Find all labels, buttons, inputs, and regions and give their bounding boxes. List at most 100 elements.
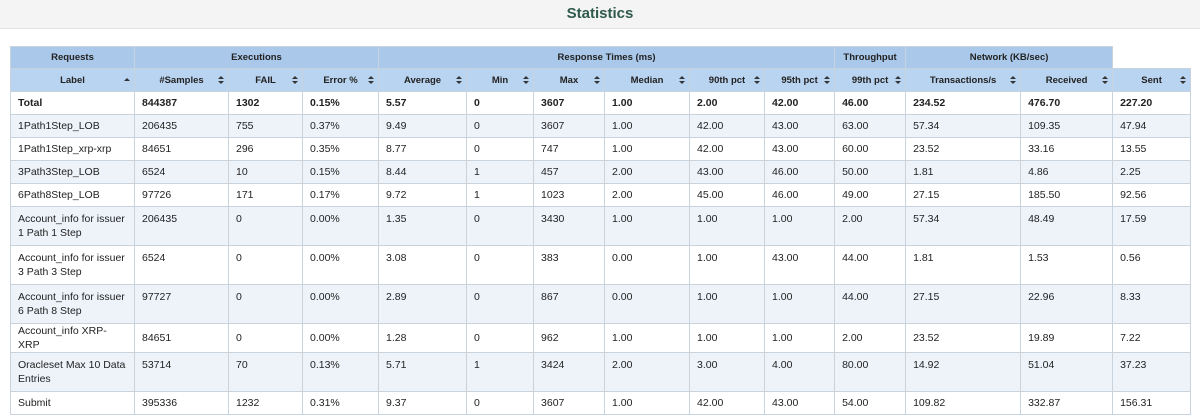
cell: 84651 [134, 137, 229, 161]
cell: 476.70 [1020, 91, 1114, 115]
column-header[interactable]: 99th pct [834, 68, 907, 92]
column-header[interactable]: Min [466, 68, 535, 92]
row-label: Submit [10, 391, 135, 415]
cell: 6524 [134, 245, 229, 285]
column-header[interactable]: Max [533, 68, 606, 92]
cell: 0.00% [301, 245, 380, 285]
cell: 0.00% [301, 206, 380, 246]
cell: 43.00 [764, 391, 836, 415]
group-header: Executions [133, 46, 380, 69]
cell: 457 [533, 160, 606, 184]
cell: 70 [228, 352, 303, 392]
cell: 1.00 [764, 323, 836, 353]
cell: 9.49 [378, 114, 468, 138]
cell: 2.00 [604, 183, 691, 207]
column-header[interactable]: 90th pct [689, 68, 766, 92]
cell: 57.34 [905, 114, 1022, 138]
cell: 1.00 [604, 91, 691, 115]
cell: 9.72 [378, 183, 468, 207]
cell: 42.00 [689, 114, 766, 138]
cell: 1023 [533, 183, 606, 207]
cell: 206435 [134, 114, 229, 138]
cell: 8.44 [378, 160, 468, 184]
total-row: Total 844387 1302 0.15% 5.57 0 3607 1.00 2.00 42.… [10, 91, 1192, 115]
cell: 17.59 [1112, 206, 1192, 246]
row-label: Account_info for issuer 1 Path 1 Step [10, 206, 135, 246]
column-header[interactable]: Transactions/s [905, 68, 1022, 92]
cell: 4.00 [764, 352, 836, 392]
cell: 1.00 [604, 391, 691, 415]
cell: 23.52 [905, 137, 1022, 161]
cell: 296 [228, 137, 303, 161]
cell: 45.00 [689, 183, 766, 207]
row-label: Oracleset Max 10 Data Entries [10, 352, 135, 392]
cell: 3.08 [378, 245, 468, 285]
cell: 1.00 [689, 284, 766, 324]
cell: 0 [228, 323, 303, 353]
cell: 171 [228, 183, 303, 207]
cell: 109.82 [905, 391, 1022, 415]
cell: 1.81 [905, 160, 1022, 184]
cell: 54.00 [834, 391, 907, 415]
cell: 0 [466, 245, 535, 285]
cell: 0.15% [301, 91, 380, 115]
data-row: 1Path1Step_xrp-xrp 84651 296 0.35% 8.77 0 747 1… [10, 137, 1192, 161]
column-header[interactable]: Average [378, 68, 468, 92]
cell: 1.00 [689, 245, 766, 285]
cell: 2.89 [378, 284, 468, 324]
row-label: Total [10, 91, 135, 115]
cell: 0.00% [301, 323, 380, 353]
cell: 1.81 [905, 245, 1022, 285]
data-row: 1Path1Step_LOB 206435 755 0.37% 9.49 0 3607 1.0… [10, 114, 1192, 138]
cell: 0 [466, 284, 535, 324]
cell: 0 [466, 137, 535, 161]
column-header[interactable]: Sent [1112, 68, 1192, 92]
data-row: Oracleset Max 10 Data Entries 53714 70 0.13… [10, 352, 1192, 392]
cell: 1 [466, 183, 535, 207]
column-header[interactable]: Median [604, 68, 691, 92]
cell: 49.00 [834, 183, 907, 207]
cell: 0 [228, 284, 303, 324]
cell: 92.56 [1112, 183, 1192, 207]
cell: 234.52 [905, 91, 1022, 115]
column-header[interactable]: Error % [301, 68, 380, 92]
cell: 0 [466, 114, 535, 138]
cell: 33.16 [1020, 137, 1114, 161]
cell: 46.00 [764, 160, 836, 184]
cell: 185.50 [1020, 183, 1114, 207]
cell: 3607 [533, 114, 606, 138]
cell: 3424 [533, 352, 606, 392]
cell: 1.00 [604, 323, 691, 353]
column-header[interactable]: 95th pct [764, 68, 836, 92]
cell: 1.00 [604, 137, 691, 161]
data-row: Account_info for issuer 6 Path 8 Step 977… [10, 284, 1192, 324]
group-header: Network (KB/sec) [905, 46, 1114, 69]
cell: 19.89 [1020, 323, 1114, 353]
row-label: 1Path1Step_xrp-xrp [10, 137, 135, 161]
cell: 43.00 [764, 114, 836, 138]
cell: 2.00 [604, 352, 691, 392]
cell: 37.23 [1112, 352, 1192, 392]
cell: 962 [533, 323, 606, 353]
cell: 0 [466, 91, 535, 115]
column-header[interactable]: Label [10, 68, 135, 92]
cell: 60.00 [834, 137, 907, 161]
cell: 13.55 [1112, 137, 1192, 161]
cell: 0.31% [301, 391, 380, 415]
column-header[interactable]: #Samples [134, 68, 229, 92]
cell: 1302 [228, 91, 303, 115]
cell: 0.00% [301, 284, 380, 324]
cell: 3607 [533, 391, 606, 415]
column-header[interactable]: Received [1020, 68, 1114, 92]
cell: 844387 [134, 91, 229, 115]
column-header[interactable]: FAIL [228, 68, 303, 92]
cell: 206435 [134, 206, 229, 246]
data-row: Submit 395336 1232 0.31% 9.37 0 3607 1.00 42.00 4… [10, 391, 1192, 415]
cell: 2.00 [689, 91, 766, 115]
group-header: Response Times (ms) [378, 46, 836, 69]
group-header: Requests [10, 46, 135, 69]
cell: 80.00 [834, 352, 907, 392]
cell: 0.37% [301, 114, 380, 138]
cell: 2.00 [604, 160, 691, 184]
cell: 1.00 [689, 323, 766, 353]
